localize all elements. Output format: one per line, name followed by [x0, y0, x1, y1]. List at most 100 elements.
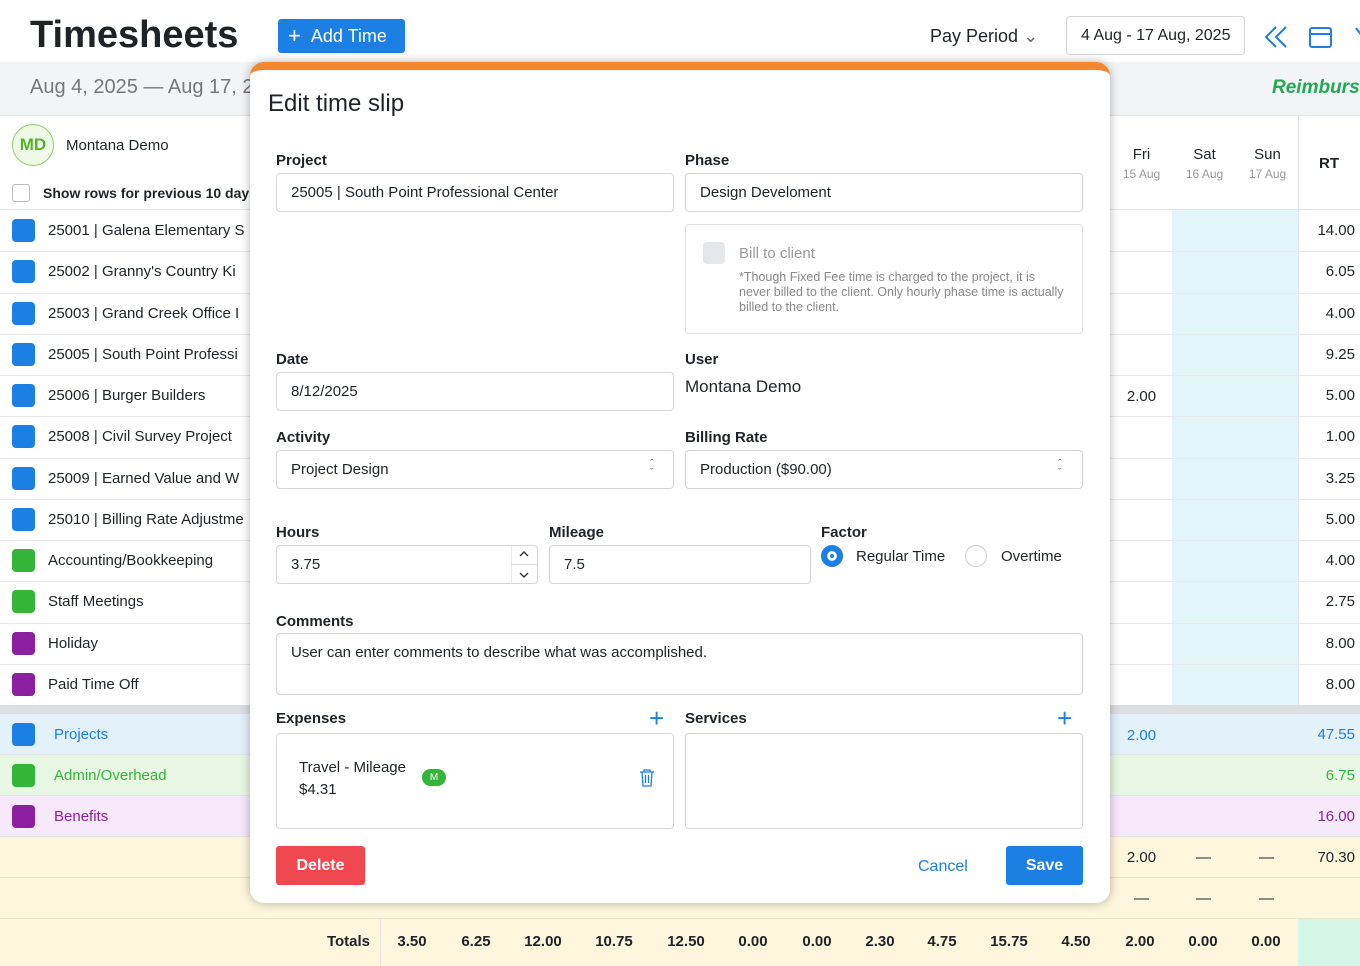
pay-period-select[interactable]: Pay Period ⌄	[930, 26, 1039, 46]
expense-name: Travel - Mileage	[299, 759, 406, 776]
bill-label: Bill to client	[739, 245, 815, 262]
row-label[interactable]: 25002 | Granny's Country Ki	[48, 263, 236, 281]
save-button[interactable]: Save	[1006, 846, 1083, 885]
row-icon	[12, 590, 35, 614]
row-icon	[12, 672, 35, 696]
phase-input[interactable]: Design Develoment	[685, 173, 1083, 212]
day-header: Fri	[1132, 146, 1151, 163]
total-cell: 12.50	[667, 933, 705, 950]
rt-cell: 5.00	[1325, 510, 1355, 528]
summary-label: Benefits	[54, 808, 109, 825]
comments-input[interactable]: User can enter comments to describe what…	[276, 633, 1083, 695]
row-label[interactable]: 25003 | Grand Creek Office I	[48, 304, 240, 322]
row-icon	[12, 219, 35, 242]
row-label[interactable]: 25010 | Billing Rate Adjustme	[48, 510, 244, 528]
day-date: 15 Aug	[1122, 167, 1161, 181]
row-icon	[12, 723, 35, 746]
row-label[interactable]: Staff Meetings	[48, 593, 144, 611]
day-date: 16 Aug	[1185, 167, 1224, 181]
delete-button[interactable]: Delete	[276, 846, 365, 885]
bill-checkbox[interactable]	[703, 242, 725, 264]
radio-overtime[interactable]	[965, 545, 987, 567]
subtotal-cell: —	[1259, 890, 1274, 907]
calendar-button[interactable]	[1309, 27, 1332, 48]
total-cell: 2.30	[865, 933, 895, 950]
rt-cell: 4.00	[1325, 304, 1355, 322]
field-label: Project	[276, 152, 327, 169]
hours-input[interactable]: 3.75	[276, 545, 538, 584]
radio-label: Regular Time	[856, 548, 946, 565]
delete-expense[interactable]	[639, 768, 655, 787]
row-label[interactable]: 25009 | Earned Value and W	[48, 469, 240, 487]
subtotal-cell: 70.30	[1317, 849, 1355, 866]
field-label: Date	[276, 351, 309, 368]
total-cell: 3.50	[397, 933, 427, 950]
row-label[interactable]: 25005 | South Point Professi	[48, 345, 238, 363]
field-label: Phase	[685, 152, 730, 169]
subtotal-cell: —	[1259, 849, 1274, 866]
row-icon	[12, 384, 35, 407]
pay-period-label: Pay Period	[930, 26, 1019, 46]
activity-select[interactable]: Project Design	[276, 450, 674, 489]
billing-rate-select[interactable]: Production ($90.00)	[685, 450, 1083, 489]
cancel-button[interactable]: Cancel	[918, 858, 968, 875]
prev-button[interactable]	[1264, 26, 1287, 48]
reimbursements-tab[interactable]: Reimbursements	[1272, 77, 1360, 98]
rt-cell: 47.55	[1317, 726, 1355, 743]
field-label: Activity	[276, 429, 331, 446]
rt-cell: 4.00	[1325, 552, 1355, 569]
add-expense[interactable]: +	[649, 703, 665, 733]
hours-spinner[interactable]	[511, 545, 538, 584]
day-header: Sat	[1193, 146, 1216, 163]
modal-title: Edit time slip	[268, 90, 405, 117]
rt-cell: 6.05	[1325, 263, 1355, 281]
rt-cell: 14.00	[1317, 222, 1355, 239]
total-cell: 0.00	[738, 933, 768, 950]
rt-cell: 5.00	[1325, 387, 1355, 404]
date-input[interactable]: 8/12/2025	[276, 372, 674, 411]
row-label[interactable]: 25001 | Galena Elementary S	[48, 222, 245, 239]
totals-label: Totals	[326, 933, 370, 950]
row-icon	[12, 507, 35, 531]
subtotal-cell: —	[1196, 849, 1211, 866]
field-label: Billing Rate	[685, 429, 768, 446]
rt-cell: 8.00	[1325, 634, 1355, 652]
row-label[interactable]: Paid Time Off	[48, 675, 139, 693]
cell: 2.00	[1126, 388, 1157, 405]
row-icon	[12, 805, 35, 828]
project-input[interactable]: 25005 | South Point Professional Center	[276, 173, 674, 212]
nav-icons	[1264, 26, 1360, 48]
totals-divider	[380, 918, 381, 966]
mileage-input[interactable]: 7.5	[549, 545, 811, 584]
field-label: User	[685, 351, 719, 368]
radio-label: Overtime	[1001, 548, 1062, 565]
add-time-label: Add Time	[310, 25, 387, 46]
summary-label: Projects	[54, 726, 109, 743]
row-label[interactable]: Accounting/Bookkeeping	[48, 552, 214, 569]
total-cell: 2.00	[1125, 933, 1155, 950]
user-value: Montana Demo	[685, 377, 802, 396]
row-label[interactable]: 25008 | Civil Survey Project	[48, 428, 232, 446]
show-rows-checkbox[interactable]	[12, 184, 30, 202]
field-label: Factor	[821, 524, 867, 541]
rt-cell: 3.25	[1325, 469, 1355, 487]
total-cell: 0.00	[802, 933, 832, 950]
bill-box	[685, 224, 1083, 334]
add-time-button[interactable]: + Add Time	[278, 19, 405, 53]
period-range[interactable]: 4 Aug - 17 Aug, 2025	[1066, 16, 1245, 55]
date-range: Aug 4, 2025 — Aug 17, 2025	[30, 76, 287, 98]
bill-note: *Though Fixed Fee time is charged to the…	[739, 270, 1064, 314]
radio-regular[interactable]	[821, 545, 843, 567]
row-label[interactable]: Holiday	[48, 634, 99, 652]
row-icon	[12, 342, 35, 366]
subtotal-cell: —	[1134, 890, 1149, 907]
add-service[interactable]: +	[1057, 703, 1073, 733]
total-cell: 10.75	[595, 933, 633, 950]
row-line	[0, 918, 1360, 919]
field-label: Mileage	[549, 524, 605, 541]
row-label[interactable]: 25006 | Burger Builders	[48, 387, 206, 404]
rt-total-band	[1298, 918, 1360, 966]
